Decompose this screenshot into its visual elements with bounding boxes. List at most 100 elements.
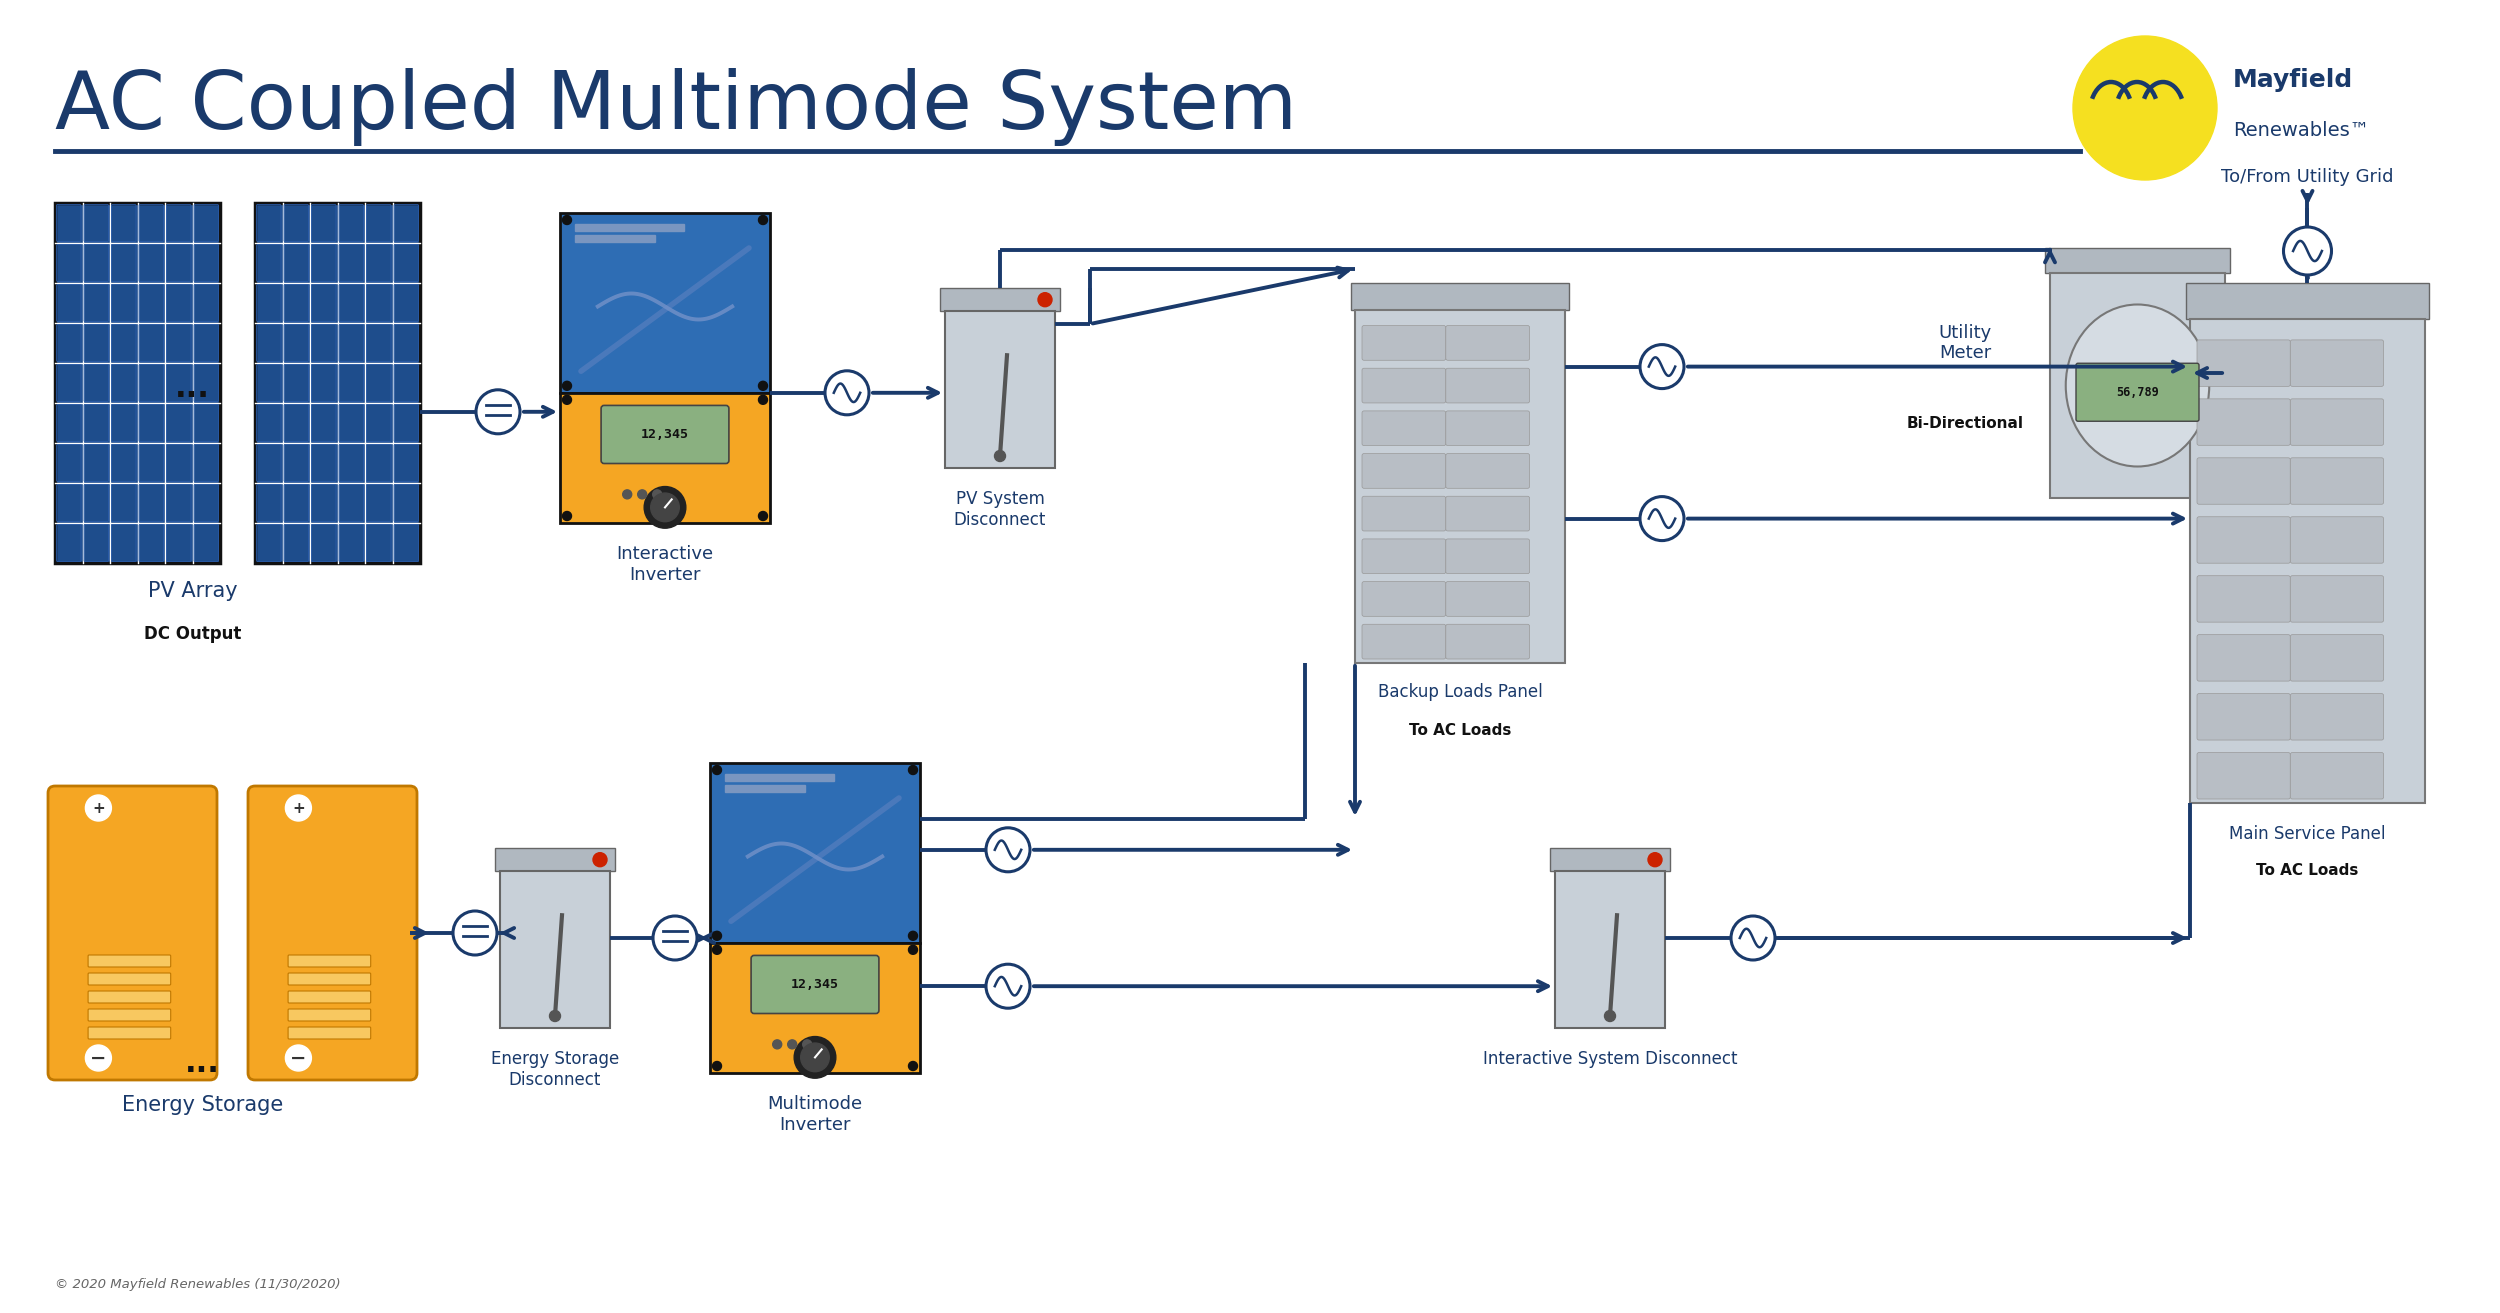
Circle shape	[650, 494, 680, 521]
Text: Utility
Meter: Utility Meter	[1938, 323, 1992, 362]
Circle shape	[638, 490, 648, 499]
Circle shape	[758, 215, 768, 225]
FancyBboxPatch shape	[1362, 538, 1445, 574]
FancyBboxPatch shape	[2075, 364, 2200, 421]
Text: Backup Loads Panel: Backup Loads Panel	[1378, 683, 1542, 701]
Circle shape	[2282, 227, 2332, 274]
Circle shape	[995, 450, 1005, 461]
Circle shape	[562, 215, 572, 225]
Circle shape	[712, 1061, 722, 1070]
FancyBboxPatch shape	[940, 288, 1060, 311]
FancyBboxPatch shape	[1445, 538, 1530, 574]
Circle shape	[1038, 293, 1052, 307]
FancyBboxPatch shape	[55, 204, 220, 563]
Circle shape	[758, 381, 768, 390]
FancyBboxPatch shape	[2198, 399, 2290, 445]
FancyBboxPatch shape	[2198, 693, 2290, 741]
FancyBboxPatch shape	[2290, 752, 2382, 800]
Circle shape	[758, 512, 768, 520]
Circle shape	[285, 794, 312, 821]
FancyBboxPatch shape	[1445, 326, 1530, 360]
Circle shape	[622, 490, 632, 499]
FancyBboxPatch shape	[1362, 582, 1445, 616]
Circle shape	[712, 765, 722, 775]
Circle shape	[562, 395, 572, 404]
FancyBboxPatch shape	[2198, 634, 2290, 681]
Text: © 2020 Mayfield Renewables (11/30/2020): © 2020 Mayfield Renewables (11/30/2020)	[55, 1278, 340, 1291]
FancyBboxPatch shape	[88, 955, 170, 966]
Circle shape	[562, 381, 572, 390]
Text: Multimode
Inverter: Multimode Inverter	[768, 1095, 862, 1134]
FancyBboxPatch shape	[288, 991, 370, 1003]
Text: −: −	[90, 1049, 108, 1067]
Text: ...: ...	[185, 1049, 220, 1078]
FancyBboxPatch shape	[1445, 411, 1530, 445]
FancyBboxPatch shape	[1350, 284, 1570, 310]
Bar	[725, 785, 805, 792]
FancyBboxPatch shape	[288, 973, 370, 985]
Text: 12,345: 12,345	[790, 978, 840, 991]
FancyBboxPatch shape	[1362, 453, 1445, 488]
FancyBboxPatch shape	[750, 956, 880, 1014]
FancyBboxPatch shape	[2290, 634, 2382, 681]
FancyBboxPatch shape	[710, 943, 920, 1073]
Bar	[725, 773, 835, 781]
Circle shape	[795, 1036, 835, 1078]
Text: To/From Utility Grid: To/From Utility Grid	[2220, 168, 2392, 186]
Circle shape	[985, 827, 1030, 872]
FancyBboxPatch shape	[2050, 273, 2225, 498]
Text: Renewables™: Renewables™	[2232, 121, 2370, 139]
FancyBboxPatch shape	[1362, 368, 1445, 403]
FancyBboxPatch shape	[1445, 453, 1530, 488]
FancyBboxPatch shape	[1355, 310, 1565, 663]
Circle shape	[2072, 35, 2218, 180]
Text: Mayfield: Mayfield	[2232, 68, 2352, 92]
FancyBboxPatch shape	[288, 955, 370, 966]
Circle shape	[802, 1040, 812, 1049]
Text: AC Coupled Multimode System: AC Coupled Multimode System	[55, 68, 1298, 146]
FancyBboxPatch shape	[2290, 340, 2382, 386]
FancyBboxPatch shape	[600, 406, 730, 463]
FancyBboxPatch shape	[2198, 752, 2290, 800]
FancyBboxPatch shape	[500, 872, 610, 1028]
Circle shape	[788, 1040, 798, 1049]
FancyBboxPatch shape	[945, 311, 1055, 467]
Circle shape	[908, 945, 918, 955]
FancyBboxPatch shape	[1445, 368, 1530, 403]
FancyBboxPatch shape	[2185, 284, 2430, 319]
Circle shape	[652, 490, 662, 499]
FancyBboxPatch shape	[88, 973, 170, 985]
Text: Bi-Directional: Bi-Directional	[1908, 415, 2022, 431]
FancyBboxPatch shape	[710, 763, 920, 943]
Text: Energy Storage: Energy Storage	[122, 1095, 282, 1115]
FancyBboxPatch shape	[88, 991, 170, 1003]
Circle shape	[652, 916, 698, 960]
Circle shape	[452, 911, 498, 955]
Text: +: +	[292, 801, 305, 815]
FancyBboxPatch shape	[1555, 872, 1665, 1028]
Text: −: −	[290, 1049, 308, 1067]
Circle shape	[908, 1061, 918, 1070]
FancyBboxPatch shape	[2290, 517, 2382, 563]
FancyBboxPatch shape	[2198, 458, 2290, 504]
Circle shape	[475, 390, 520, 433]
FancyBboxPatch shape	[248, 786, 418, 1081]
Text: Energy Storage
Disconnect: Energy Storage Disconnect	[490, 1050, 620, 1088]
Text: Interactive
Inverter: Interactive Inverter	[618, 545, 712, 584]
FancyBboxPatch shape	[1362, 496, 1445, 530]
FancyBboxPatch shape	[495, 848, 615, 872]
FancyBboxPatch shape	[1445, 496, 1530, 530]
FancyBboxPatch shape	[255, 204, 420, 563]
Text: +: +	[92, 801, 105, 815]
FancyBboxPatch shape	[48, 786, 217, 1081]
FancyBboxPatch shape	[2045, 248, 2230, 273]
FancyBboxPatch shape	[2198, 575, 2290, 622]
Circle shape	[758, 395, 768, 404]
Circle shape	[85, 1045, 112, 1071]
Circle shape	[825, 370, 870, 415]
FancyBboxPatch shape	[1445, 582, 1530, 616]
Circle shape	[908, 765, 918, 775]
Circle shape	[285, 1045, 312, 1071]
Text: Main Service Panel: Main Service Panel	[2230, 825, 2385, 843]
Text: To AC Loads: To AC Loads	[2258, 863, 2358, 878]
